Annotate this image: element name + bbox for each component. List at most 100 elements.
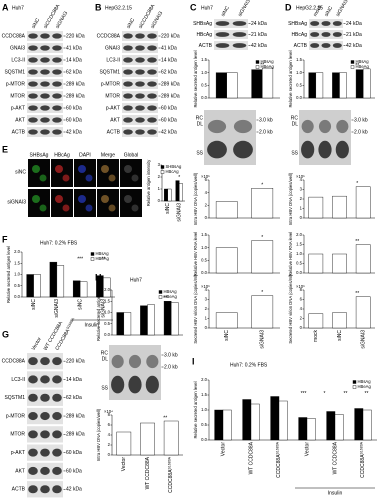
y-tick-label: 0.0 — [201, 437, 207, 442]
protein-name: AKT — [15, 117, 25, 123]
blot-band — [52, 375, 62, 384]
blot-band — [135, 57, 145, 63]
protein-name: GNAI3 — [105, 45, 120, 51]
y-tick-label: 1.0 — [14, 272, 20, 277]
blot-band — [123, 81, 133, 87]
blot-band — [28, 129, 38, 135]
blot-band — [28, 357, 38, 366]
bar — [339, 72, 347, 99]
southern-smear — [301, 119, 314, 134]
bar — [308, 72, 317, 99]
cell-signal — [78, 195, 86, 203]
y-tick-label: 3 — [158, 162, 161, 167]
significance: ** — [163, 296, 167, 302]
size-label: 220 kDa — [66, 358, 85, 364]
protein-name: SHBsAg — [193, 21, 212, 27]
category-label: siNC — [165, 203, 171, 214]
cell-signal — [131, 204, 139, 212]
southern-smear — [128, 354, 142, 369]
cell-signal — [32, 195, 40, 203]
bar — [326, 411, 336, 441]
bar — [362, 68, 371, 99]
category-label-sup: S1689A — [359, 441, 363, 454]
y-tick-label: 4 — [108, 432, 111, 437]
size-label: 60 kDa — [66, 105, 82, 111]
southern-smear — [301, 140, 315, 159]
blot-band — [52, 69, 62, 75]
y-tick-label: 2.0 — [104, 287, 110, 292]
bar — [215, 201, 238, 219]
band-label: SS — [101, 385, 108, 391]
protein-name: ACTB — [294, 43, 308, 49]
y-tick-label: 0.0 — [201, 95, 207, 100]
blot-band — [40, 57, 50, 63]
y-tick-label: 0 — [205, 325, 208, 330]
panel-label: D — [285, 2, 292, 12]
blot-band — [332, 43, 342, 48]
y-tick-label: 0.0 — [296, 270, 302, 275]
y-tick-label: 1 — [158, 186, 161, 191]
category-label-main: CCDC88A — [276, 454, 282, 478]
southern-smear — [128, 375, 142, 394]
y-tick-label: 0.0 — [296, 95, 302, 100]
cell-signal — [55, 165, 63, 173]
blot-band — [123, 69, 133, 75]
size-label: 14 kDa — [66, 57, 82, 63]
y-tick-label: 4 — [205, 190, 208, 195]
blot-band — [135, 33, 145, 39]
y-tick-label: 1.5 — [296, 57, 302, 62]
protein-name: ACTB — [12, 487, 26, 493]
category-label: siNC — [337, 330, 343, 341]
southern-smear — [335, 140, 349, 159]
panel-title: Huh7 — [201, 5, 213, 11]
significance: * — [261, 183, 263, 189]
micrograph — [28, 159, 50, 187]
significance: * — [356, 181, 358, 187]
y-tick-label: 1.0 — [201, 70, 207, 75]
blot-band — [52, 57, 62, 63]
y-tick-label: 4 — [300, 177, 303, 182]
blot-band — [52, 81, 62, 87]
y-tick-label: 2 — [108, 442, 111, 447]
band-label: DL — [197, 121, 204, 127]
y-tick-label: 1.5 — [296, 242, 302, 247]
group-label: Insulin — [328, 490, 343, 496]
bar — [147, 304, 155, 336]
blot-band — [28, 93, 38, 99]
blot-band — [135, 81, 145, 87]
y-tick-label: 4 — [300, 306, 303, 311]
y-tick-label: 2.0 — [296, 232, 302, 237]
blot-band — [215, 32, 230, 37]
southern-smear — [233, 119, 253, 134]
lane-label-sup: S1689A — [66, 317, 76, 330]
legend-label: HBsAg — [164, 289, 178, 294]
legend-swatch — [160, 170, 165, 174]
legend-label: HBeAg — [164, 294, 178, 299]
group-label: Insulin — [85, 322, 100, 328]
legend-swatch — [90, 252, 95, 256]
category-label: WT CCDC88A — [332, 441, 338, 474]
y-tick-label: 6 — [300, 297, 303, 302]
y-tick-label: 1.5 — [201, 57, 207, 62]
axis-scale: ×10⁵ — [296, 174, 305, 179]
blot-band — [52, 129, 62, 135]
bar — [355, 296, 371, 329]
bar — [123, 312, 132, 336]
y-tick-label: 1.5 — [104, 298, 110, 303]
protein-name: CCDC88A — [2, 358, 26, 364]
y-tick-label: 1.0 — [296, 70, 302, 75]
y-tick-label: 0.0 — [104, 332, 110, 337]
cell-signal — [32, 165, 40, 173]
cell-signal — [108, 174, 116, 182]
y-tick-label: 1.0 — [104, 310, 110, 315]
legend-label: HBeAg — [261, 64, 275, 69]
bar — [215, 72, 227, 99]
protein-name: AKT — [15, 468, 25, 474]
blot-band — [123, 105, 133, 111]
y-tick-label: 1.0 — [296, 251, 302, 256]
size-label: 14 kDa — [66, 377, 82, 383]
cell-signal — [62, 174, 70, 182]
band-label: SS — [291, 150, 298, 156]
bar — [79, 281, 88, 298]
band-label: SS — [196, 150, 203, 156]
